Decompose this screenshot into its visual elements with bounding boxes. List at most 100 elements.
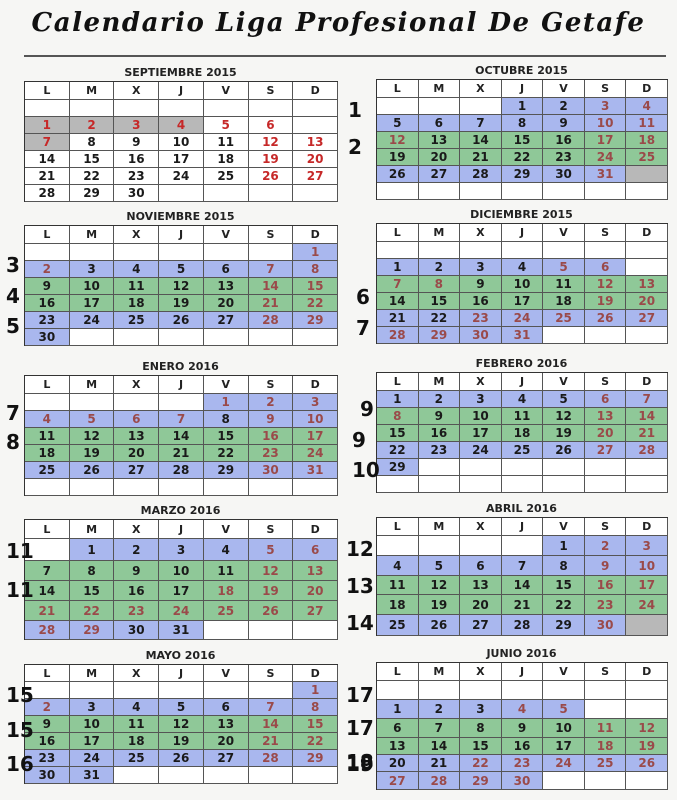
month-grid: L M X J V S D 1 2 3 4 5 6 7 8 9 10 11 12 13 14 15 16 17 18 19 20 21…	[24, 519, 338, 640]
day-cell: 17	[69, 733, 115, 750]
day-cell: 14	[248, 278, 294, 295]
day-cell: 9	[418, 408, 461, 425]
day-cell: 12	[159, 278, 204, 295]
empty-cell	[418, 681, 461, 700]
page-title: Calendario Liga Profesional De Getafe	[31, 8, 646, 38]
weekday-header: S	[584, 518, 627, 536]
empty-cell	[69, 682, 115, 699]
weekday-header: V	[543, 224, 585, 242]
day-cell: 2	[543, 98, 585, 115]
day-cell: 13	[626, 276, 668, 293]
day-cell: 6	[293, 539, 338, 561]
empty-cell	[460, 681, 502, 700]
weekday-header: M	[69, 665, 115, 682]
empty-cell	[377, 681, 419, 700]
day-cell: 28	[460, 166, 502, 183]
day-cell: 4	[501, 259, 544, 276]
empty-cell	[584, 681, 627, 700]
weekday-header: M	[418, 373, 461, 391]
round-label: 6	[356, 285, 370, 309]
empty-cell	[626, 259, 668, 276]
day-cell: 21	[460, 149, 502, 166]
month-grid: L M X J V S D 1 2 3 4 5 6 7 8 9 10 11 12 13 14 15 16 17 18 19 20 21…	[376, 223, 668, 344]
day-cell: 21	[626, 425, 668, 442]
round-label: 15	[6, 683, 34, 707]
day-cell: 1	[543, 536, 585, 556]
day-cell: 5	[543, 700, 585, 719]
day-cell: 4	[114, 261, 160, 278]
empty-cell	[248, 100, 294, 117]
day-cell: 28	[418, 772, 461, 790]
weekday-header: S	[584, 224, 627, 242]
empty-cell	[25, 244, 70, 261]
day-cell: 10	[584, 115, 627, 132]
month-grid: L M X J V S D 1 2 3 4 5 6 7 8 9 10 11 12 13 14 15 16 17 18 19 20 21…	[376, 662, 668, 790]
month-title: OCTUBRE 2015	[475, 64, 568, 77]
day-cell: 18	[377, 595, 419, 615]
round-label: 11	[6, 578, 34, 602]
empty-cell	[159, 394, 204, 411]
day-cell: 3	[159, 539, 204, 561]
day-cell: 2	[418, 259, 461, 276]
weekday-header: S	[248, 665, 294, 682]
day-cell: 28	[377, 327, 419, 344]
day-cell: 11	[203, 134, 249, 151]
month-grid: L M X J V S D 1 2 3 4 5 6 7 8 9 10 11 12 13 14 15 16 17 18 19 20 21…	[376, 372, 668, 493]
weekday-header: S	[584, 80, 627, 98]
empty-cell	[460, 476, 502, 493]
day-cell: 6	[203, 699, 249, 716]
day-cell: 14	[418, 738, 461, 755]
day-cell: 15	[293, 716, 338, 733]
day-cell: 23	[460, 310, 502, 327]
day-cell: 27	[293, 601, 338, 621]
day-cell: 25	[584, 755, 627, 772]
day-cell: 27	[203, 750, 249, 767]
day-cell: 19	[69, 445, 115, 462]
month-grid: L M X J V S D 1 2 3 4 5 6 7 8 9 10 11 12 13 14 15 16 17 18 19 20 21…	[376, 517, 668, 636]
day-cell: 13	[460, 576, 502, 595]
empty-cell	[203, 621, 249, 640]
weekday-header: L	[377, 663, 419, 681]
empty-cell	[69, 244, 115, 261]
day-cell: 21	[418, 755, 461, 772]
day-cell: 14	[159, 428, 204, 445]
day-cell: 7	[418, 719, 461, 738]
month-title: NOVIEMBRE 2015	[126, 210, 235, 223]
day-cell: 6	[248, 117, 294, 134]
empty-cell	[626, 476, 668, 493]
day-cell: 13	[418, 132, 461, 149]
empty-cell	[543, 476, 585, 493]
empty-cell	[543, 681, 585, 700]
weekday-header: V	[203, 520, 249, 539]
day-cell: 18	[543, 293, 585, 310]
day-cell: 9	[501, 719, 544, 738]
weekday-header: J	[159, 665, 204, 682]
day-cell: 16	[25, 733, 70, 750]
day-cell: 27	[377, 772, 419, 790]
day-cell: 5	[69, 411, 115, 428]
day-cell: 11	[114, 278, 160, 295]
day-cell: 24	[543, 755, 585, 772]
day-cell: 11	[501, 408, 544, 425]
day-cell: 30	[114, 621, 160, 640]
day-cell: 18	[203, 581, 249, 601]
day-cell: 18	[114, 733, 160, 750]
round-label: 18	[346, 750, 374, 774]
day-cell: 3	[460, 700, 502, 719]
month-title: MARZO 2016	[140, 504, 221, 517]
day-cell: 16	[114, 151, 160, 168]
weekday-header: M	[69, 82, 115, 100]
day-cell: 28	[248, 312, 294, 329]
empty-cell	[501, 242, 544, 259]
empty-cell	[584, 700, 627, 719]
day-cell: 8	[543, 556, 585, 576]
weekday-header: L	[25, 520, 70, 539]
weekday-header: J	[159, 226, 204, 244]
day-cell: 8	[69, 134, 115, 151]
day-cell: 8	[203, 411, 249, 428]
empty-cell	[69, 394, 115, 411]
empty-cell	[203, 185, 249, 202]
day-cell: 26	[626, 755, 668, 772]
day-cell: 5	[543, 259, 585, 276]
empty-cell	[248, 329, 294, 346]
